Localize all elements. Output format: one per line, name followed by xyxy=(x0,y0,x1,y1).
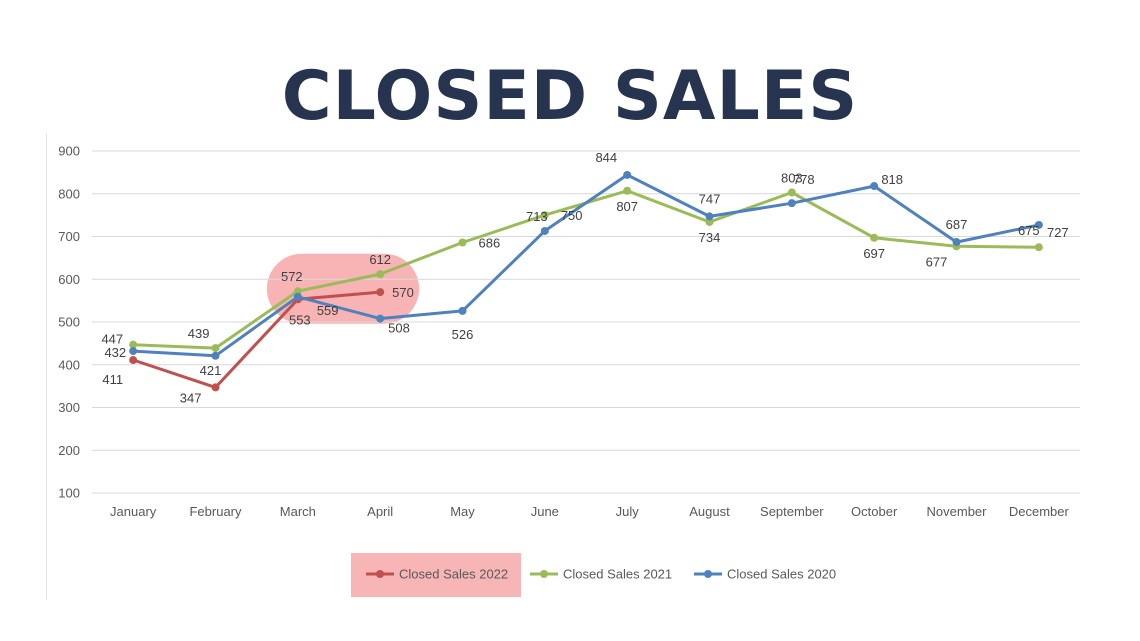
point-closed-sales-2021-june xyxy=(540,211,549,220)
point-closed-sales-2020-february xyxy=(211,351,220,360)
data-label-closed-sales-2022-march: 553 xyxy=(289,312,311,327)
point-closed-sales-2020-march xyxy=(293,292,302,301)
gridlines xyxy=(92,150,1080,494)
data-label-closed-sales-2020-may: 526 xyxy=(452,327,474,342)
data-label-closed-sales-2020-november: 687 xyxy=(946,217,968,232)
point-closed-sales-2020-december xyxy=(1034,220,1043,229)
point-closed-sales-2021-december xyxy=(1034,243,1043,252)
data-label-closed-sales-2021-august: 734 xyxy=(699,230,721,245)
data-label-closed-sales-2021-december: 675 xyxy=(1018,223,1040,238)
data-label-closed-sales-2021-november: 677 xyxy=(926,254,948,269)
series-line-closed-sales-2022 xyxy=(132,290,381,389)
x-tick-label-january: January xyxy=(110,504,157,519)
y-tick-label-500: 500 xyxy=(58,315,80,330)
data-label-closed-sales-2020-july: 844 xyxy=(595,150,617,165)
point-closed-sales-2020-april xyxy=(376,314,385,323)
data-label-closed-sales-2020-april: 508 xyxy=(388,321,410,336)
data-label-closed-sales-2021-july: 807 xyxy=(616,199,638,214)
y-tick-label-300: 300 xyxy=(58,400,80,415)
y-tick-label-600: 600 xyxy=(58,272,80,287)
point-closed-sales-2021-october xyxy=(870,233,879,242)
data-label-closed-sales-2022-january: 411 xyxy=(102,372,123,387)
data-labels: 411 347 553 570 447 439 572 612 686 750 807 734 803 6… xyxy=(101,150,1068,405)
data-label-closed-sales-2021-may: 686 xyxy=(479,235,501,250)
data-label-closed-sales-2021-october: 697 xyxy=(863,246,885,261)
series-line-closed-sales-2021 xyxy=(133,189,1039,350)
x-tick-label-october: October xyxy=(851,504,898,519)
point-closed-sales-2021-january xyxy=(129,340,138,349)
point-closed-sales-2020-may xyxy=(458,306,467,315)
point-closed-sales-2020-august xyxy=(705,212,714,221)
point-closed-sales-2021-may xyxy=(458,238,467,247)
point-closed-sales-2022-february xyxy=(211,383,220,392)
data-label-closed-sales-2021-april: 612 xyxy=(369,252,391,267)
page-title: CLOSED SALES xyxy=(281,57,859,136)
point-closed-sales-2020-june xyxy=(540,226,549,235)
x-tick-label-august: August xyxy=(689,504,730,519)
data-label-closed-sales-2021-march: 572 xyxy=(281,269,303,284)
data-label-closed-sales-2021-june: 750 xyxy=(561,208,583,223)
point-closed-sales-2020-july xyxy=(623,170,632,179)
legend-marker-closed-sales-2021 xyxy=(540,570,548,578)
point-closed-sales-2022-january xyxy=(129,356,138,365)
x-tick-label-june: June xyxy=(531,504,559,519)
y-tick-label-700: 700 xyxy=(58,229,80,244)
point-closed-sales-2021-july xyxy=(623,186,632,195)
point-closed-sales-2021-april xyxy=(376,270,385,279)
data-label-closed-sales-2020-june: 713 xyxy=(526,209,548,224)
x-tick-label-may: May xyxy=(450,504,475,519)
data-label-closed-sales-2020-january: 432 xyxy=(104,345,126,360)
axis-labels: 100 200 300 400 500 600 700 800 900 January Februa… xyxy=(58,144,1069,520)
x-tick-label-december: December xyxy=(1009,504,1070,519)
legend-marker-closed-sales-2022 xyxy=(376,570,384,578)
legend-label-closed-sales-2020: Closed Sales 2020 xyxy=(727,567,836,582)
data-label-closed-sales-2020-march: 559 xyxy=(317,303,339,318)
data-label-closed-sales-2021-january: 447 xyxy=(101,332,123,347)
point-closed-sales-2020-september xyxy=(787,199,796,208)
point-closed-sales-2020-november xyxy=(952,238,961,247)
legend-label-closed-sales-2022: Closed Sales 2022 xyxy=(399,567,508,582)
x-tick-label-november: November xyxy=(927,504,988,519)
x-tick-label-april: April xyxy=(367,504,393,519)
data-label-closed-sales-2022-february: 347 xyxy=(180,390,202,405)
legend-marker-closed-sales-2020 xyxy=(704,570,712,578)
y-tick-label-800: 800 xyxy=(58,186,80,201)
data-label-closed-sales-2021-february: 439 xyxy=(188,326,210,341)
data-label-closed-sales-2020-february: 421 xyxy=(200,363,222,378)
point-closed-sales-2020-october xyxy=(870,182,879,191)
data-label-closed-sales-2020-august: 747 xyxy=(699,191,721,206)
y-tick-label-100: 100 xyxy=(58,486,80,501)
point-closed-sales-2020-january xyxy=(129,347,138,356)
series-line-closed-sales-2020 xyxy=(133,173,1040,358)
legend: Closed Sales 2022 Closed Sales 2021 Closed… xyxy=(351,553,836,597)
point-closed-sales-2021-august xyxy=(705,217,714,226)
data-label-closed-sales-2020-september: 778 xyxy=(793,172,815,187)
legend-label-closed-sales-2021: Closed Sales 2021 xyxy=(563,567,672,582)
data-label-closed-sales-2021-september: 803 xyxy=(781,170,803,185)
y-tick-label-900: 900 xyxy=(58,144,80,159)
x-tick-label-september: September xyxy=(760,504,824,519)
point-closed-sales-2021-february xyxy=(211,344,220,353)
x-tick-label-july: July xyxy=(616,504,640,519)
series-layer xyxy=(129,170,1043,392)
y-tick-label-200: 200 xyxy=(58,443,80,458)
chart-frame-line xyxy=(46,134,47,600)
data-label-closed-sales-2022-april: 570 xyxy=(392,285,414,300)
point-closed-sales-2022-april xyxy=(376,288,385,297)
point-closed-sales-2021-march xyxy=(293,287,302,296)
y-tick-label-400: 400 xyxy=(58,357,80,372)
x-tick-label-february: February xyxy=(189,504,242,519)
x-tick-label-march: March xyxy=(280,504,316,519)
point-closed-sales-2021-september xyxy=(787,188,796,197)
data-label-closed-sales-2020-december: 727 xyxy=(1047,225,1069,240)
data-label-closed-sales-2020-october: 818 xyxy=(881,172,903,187)
